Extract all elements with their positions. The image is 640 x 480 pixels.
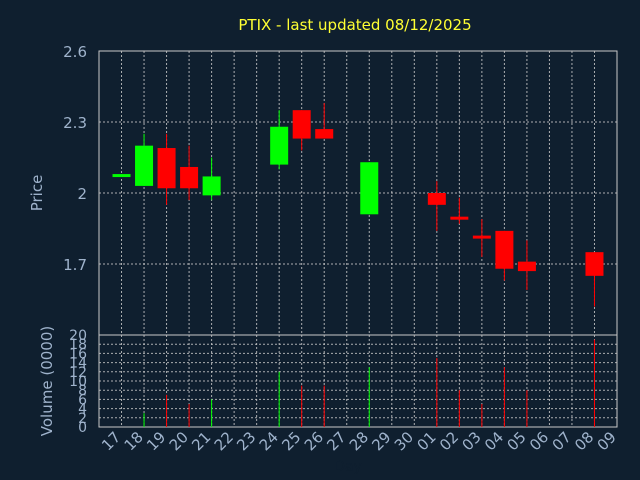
candle-body [135, 145, 154, 186]
price-panel: 2.6 2.3 2 1.7 [63, 43, 618, 336]
candle-body [202, 176, 221, 196]
candle-body [472, 235, 491, 239]
volume-tick-label: 4 [78, 402, 87, 418]
price-axis-label: Price [28, 175, 46, 212]
price-tick-label: 2.6 [63, 43, 87, 61]
candle-body [180, 166, 199, 189]
candle-body [157, 148, 176, 189]
volume-tick-label: 20 [69, 328, 87, 344]
candle-body [112, 174, 131, 178]
price-tick-label: 2.3 [63, 114, 87, 132]
volume-tick-label: 14 [69, 356, 87, 372]
candle-body [495, 230, 514, 269]
volume-tick-label: 16 [69, 346, 87, 362]
chart-title: PTIX - last updated 08/12/2025 [238, 16, 471, 34]
volume-tick-label: 2 [78, 411, 87, 427]
x-tick-labels: 1718192021222324252627282930010203040506… [98, 428, 620, 454]
price-tick-label: 2 [77, 185, 87, 203]
candle-body [585, 252, 604, 276]
candle-body [270, 126, 289, 165]
candle-body [517, 261, 536, 272]
price-tick-label: 1.7 [63, 256, 87, 274]
candle-body [292, 110, 311, 139]
x-tick-label: 09 [594, 428, 620, 454]
volume-tick-label: 10 [69, 374, 87, 390]
volume-tick-label: 8 [78, 383, 87, 399]
x-axis-label: Day [334, 459, 362, 475]
volume-tick-label: 6 [78, 392, 87, 408]
volume-tick-label: 12 [69, 365, 87, 381]
candle-body [427, 193, 446, 205]
candle-body [315, 129, 334, 139]
candle-body [360, 162, 379, 215]
volume-axis-label: Volume (0000) [38, 326, 56, 436]
volume-tick-label: 0 [78, 420, 87, 436]
candle-body [450, 216, 469, 220]
volume-tick-label: 18 [69, 337, 87, 353]
